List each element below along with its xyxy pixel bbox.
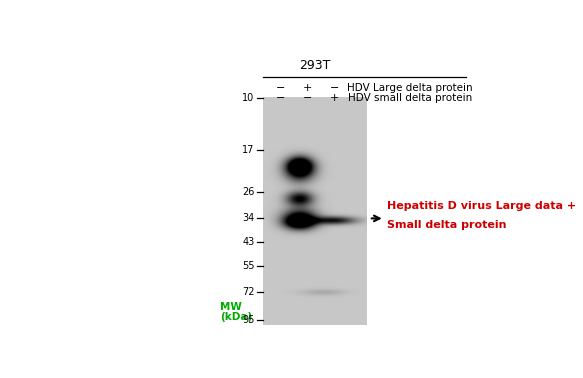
Text: −: − <box>276 82 286 93</box>
Text: 10: 10 <box>243 93 255 103</box>
Text: HDV Large delta protein: HDV Large delta protein <box>347 82 473 93</box>
Text: HDV small delta protein: HDV small delta protein <box>349 93 473 103</box>
Bar <box>262 98 367 325</box>
Text: +: + <box>303 82 312 93</box>
Text: MW: MW <box>220 302 241 311</box>
Text: Hepatitis D virus Large data +: Hepatitis D virus Large data + <box>387 201 576 211</box>
Text: 72: 72 <box>242 287 255 297</box>
Text: +: + <box>330 93 340 103</box>
Text: 293T: 293T <box>299 59 331 72</box>
Text: 43: 43 <box>243 237 255 246</box>
Text: −: − <box>303 93 312 103</box>
Text: 95: 95 <box>242 315 255 325</box>
Text: −: − <box>330 82 340 93</box>
Text: −: − <box>276 93 286 103</box>
Text: 55: 55 <box>242 261 255 271</box>
Text: (kDa): (kDa) <box>220 312 252 322</box>
Text: 17: 17 <box>242 145 255 155</box>
Text: Small delta protein: Small delta protein <box>387 220 507 230</box>
Text: 26: 26 <box>242 187 255 197</box>
Text: 34: 34 <box>243 214 255 223</box>
